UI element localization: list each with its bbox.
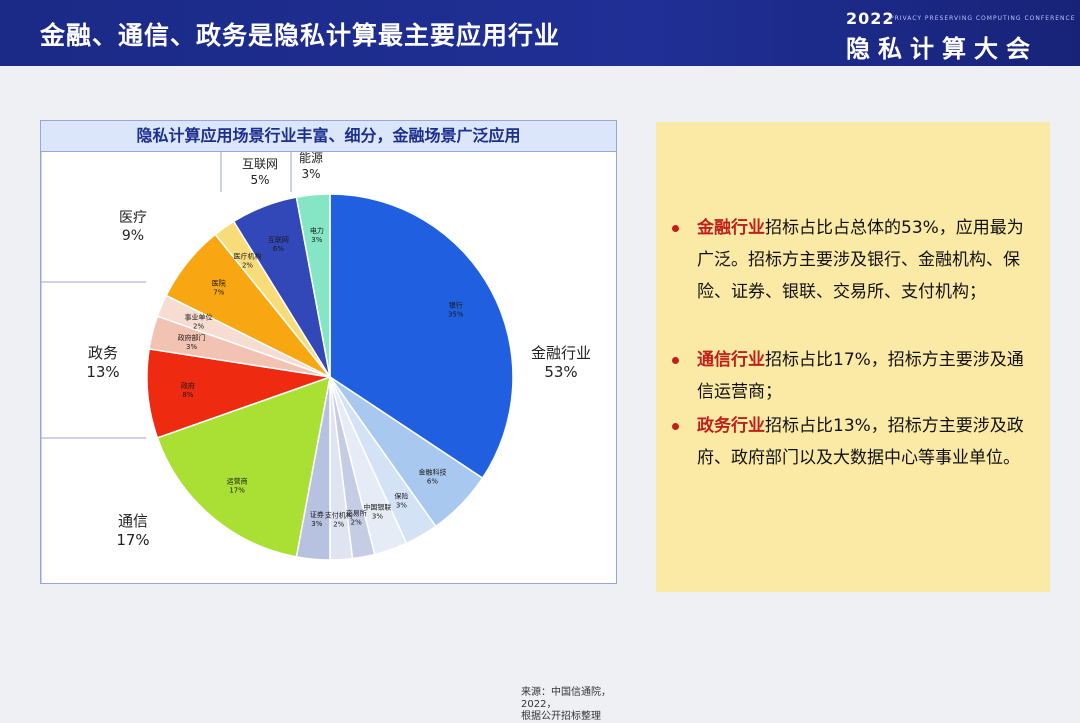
slice-name-label: 支付机构: [325, 510, 353, 519]
slice-name-label: 运营商: [227, 476, 248, 485]
pie-chart: 银行35%金融科技6%保险3%中国银联3%交易所2%支付机构2%证券3%运营商1…: [41, 152, 591, 583]
slice-value-label: 3%: [311, 520, 322, 528]
slice-value-label: 2%: [193, 322, 204, 330]
industry-value-label: 3%: [301, 167, 320, 181]
bullet-finance: 金融行业招标占比占总体的53%，应用最为广泛。招标方主要涉及银行、金融机构、保险…: [672, 212, 1034, 308]
slice-name-label: 保险: [394, 492, 408, 501]
page-title: 金融、通信、政务是隐私计算最主要应用行业: [40, 21, 561, 50]
chart-panel: 隐私计算应用场景行业丰富、细分，金融场景广泛应用 银行 35% 金融科技 6% 保险 3%…: [40, 120, 617, 722]
chart-subtitle: 隐私计算应用场景行业丰富、细分，金融场景广泛应用: [41, 121, 616, 152]
bullet-text: 招标占比17%，招标方主要涉及通信运营商；: [697, 350, 1024, 402]
slice-name-label: 交易所: [346, 508, 367, 517]
slice-value-label: 35%: [448, 310, 464, 318]
slice-value-label: 6%: [427, 477, 438, 485]
bullet-highlight: 政务行业: [697, 416, 765, 436]
conference-year: 2022: [846, 9, 895, 28]
industry-value-label: 5%: [250, 173, 269, 187]
summary-panel: 金融行业招标占比占总体的53%，应用最为广泛。招标方主要涉及银行、金融机构、保险…: [656, 122, 1050, 592]
slice-name-label: 政府部门: [178, 333, 206, 342]
slice-value-label: 3%: [372, 513, 383, 521]
slice-value-label: 2%: [242, 261, 253, 269]
source-line-1: 来源：中国信通院，: [521, 687, 611, 698]
slice-value-label: 2%: [351, 518, 362, 526]
slice-value-label: 3%: [311, 236, 322, 244]
industry-value-label: 53%: [544, 363, 577, 381]
industry-value-label: 13%: [86, 363, 119, 381]
industry-value-label: 17%: [116, 531, 149, 549]
source-note: 来源：中国信通院， 2022， 根据公开招标整理: [521, 687, 636, 723]
industry-grid-lines: [41, 152, 292, 583]
slice-value-label: 7%: [213, 289, 224, 297]
slice-name-label: 电力: [310, 226, 324, 235]
bullet-highlight: 通信行业: [697, 350, 765, 370]
industry-name-label: 政务: [88, 344, 118, 362]
industry-name-label: 医疗: [119, 210, 147, 226]
slice-name-label: 中国银联: [363, 503, 391, 512]
bullet-dot: [672, 357, 679, 364]
bullet-highlight: 金融行业: [697, 218, 765, 238]
slice-name-label: 互联网: [268, 235, 289, 244]
industry-name-label: 能源: [299, 152, 323, 165]
industry-name-label: 通信: [118, 512, 148, 530]
industry-name-label: 金融行业: [531, 344, 591, 362]
source-line-2: 2022，: [521, 699, 557, 710]
source-line-3: 根据公开招标整理: [521, 711, 601, 722]
slice-name-label: 医疗机构: [234, 251, 262, 260]
slice-name-label: 证券: [310, 510, 324, 519]
bullet-government: 政务行业招标占比13%，招标方主要涉及政府、政府部门以及大数据中心等事业单位。: [672, 410, 1034, 474]
bullet-telecom: 通信行业招标占比17%，招标方主要涉及通信运营商；: [672, 344, 1034, 408]
pie-slice-8: [156, 375, 331, 558]
conference-name-cn: 隐私计算大会: [846, 35, 1038, 63]
slice-name-label: 银行: [449, 300, 463, 309]
industry-name-label: 互联网: [242, 157, 278, 171]
slice-name-label: 金融科技: [418, 467, 446, 476]
slice-value-label: 8%: [182, 391, 193, 399]
slice-value-label: 6%: [273, 245, 284, 253]
slice-value-label: 3%: [186, 343, 197, 351]
slice-value-label: 2%: [333, 520, 344, 528]
bullet-text: 招标占比13%，招标方主要涉及政府、政府部门以及大数据中心等事业单位。: [697, 416, 1024, 468]
slice-value-label: 3%: [396, 502, 407, 510]
slice-name-label: 事业单位: [185, 312, 213, 321]
slice-name-label: 医院: [212, 279, 226, 288]
bullet-dot: [672, 423, 679, 430]
industry-value-label: 9%: [122, 228, 144, 244]
conference-name-en: PRIVACY PRESERVING COMPUTING CONFERENCE: [890, 15, 1076, 22]
bullet-text: 招标占比占总体的53%，应用最为广泛。招标方主要涉及银行、金融机构、保险、证券、…: [697, 218, 1024, 302]
bullet-dot: [672, 225, 679, 232]
pie-slice-15: [295, 193, 331, 378]
slice-name-label: 政府: [181, 381, 195, 390]
header-bar: 金融、通信、政务是隐私计算最主要应用行业 2022 PRIVACY PRESER…: [0, 0, 1080, 66]
slice-value-label: 17%: [229, 486, 245, 494]
